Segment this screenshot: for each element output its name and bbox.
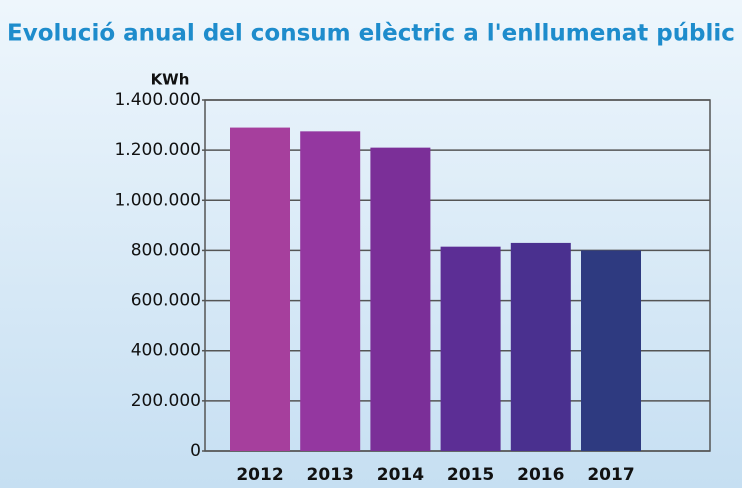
y-tick-label: 1.200.000 — [114, 140, 201, 160]
bar — [510, 242, 571, 451]
y-tick-label: 400.000 — [131, 341, 201, 361]
y-tick-label: 1.000.000 — [114, 190, 201, 210]
x-tick-label: 2017 — [587, 465, 634, 485]
y-axis-label: KWh — [151, 71, 190, 89]
x-tick-label: 2012 — [236, 465, 283, 485]
x-tick-label: 2016 — [517, 465, 564, 485]
y-tick-label: 200.000 — [131, 391, 201, 411]
bar — [230, 127, 290, 451]
chart-title: Evolució anual del consum elèctric a l'e… — [7, 21, 735, 47]
x-tick-label: 2014 — [377, 465, 424, 485]
bar — [581, 250, 641, 451]
x-tick-label: 2015 — [447, 465, 494, 485]
y-tick-label: 1.400.000 — [114, 90, 201, 110]
y-tick-label: 0 — [190, 441, 201, 461]
y-tick-label: 600.000 — [131, 291, 201, 311]
x-tick-label: 2013 — [307, 465, 354, 485]
y-tick-label: 800.000 — [131, 240, 201, 260]
bar — [370, 147, 431, 451]
bar — [440, 246, 501, 451]
bar — [300, 131, 361, 451]
